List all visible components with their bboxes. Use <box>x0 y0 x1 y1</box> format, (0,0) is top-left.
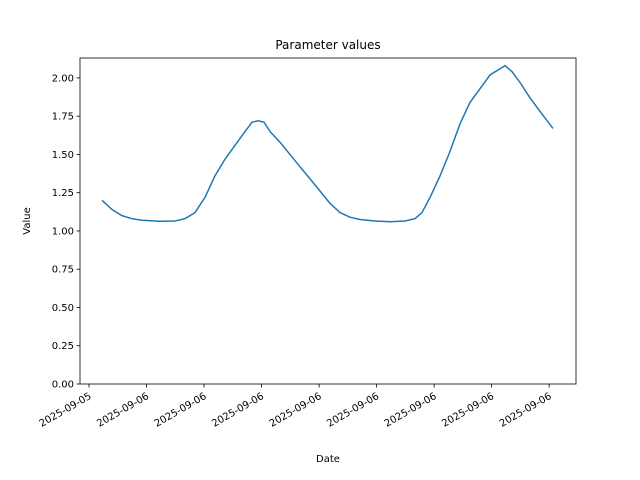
data-line <box>101 64 554 223</box>
y-tick-label: 0.25 <box>52 341 74 352</box>
y-tick-label: 1.00 <box>52 226 74 237</box>
x-tick-label: 2025-09-06 <box>153 391 209 430</box>
chart-title: Parameter values <box>275 38 380 52</box>
x-tick-label: 2025-09-06 <box>440 391 496 430</box>
y-axis-label: Value <box>22 207 33 234</box>
y-tick-label: 0.75 <box>52 265 74 276</box>
y-tick-label: 2.00 <box>52 73 74 84</box>
y-tick-label: 1.75 <box>52 112 74 123</box>
plot-frame <box>79 57 577 385</box>
y-tick-label: 0.00 <box>52 380 74 391</box>
y-tick-label: 0.50 <box>52 303 74 314</box>
x-tick-label: 2025-09-06 <box>268 391 324 430</box>
y-tick-label: 1.50 <box>52 150 74 161</box>
x-tick-label: 2025-09-05 <box>38 391 94 430</box>
x-tick-label: 2025-09-06 <box>95 391 151 430</box>
y-tick-label: 1.25 <box>52 188 74 199</box>
x-axis-label: Date <box>316 454 340 465</box>
x-tick-label: 2025-09-06 <box>498 391 554 430</box>
x-tick-label: 2025-09-06 <box>383 391 439 430</box>
x-tick-label: 2025-09-06 <box>325 391 381 430</box>
x-tick-label: 2025-09-06 <box>210 391 266 430</box>
